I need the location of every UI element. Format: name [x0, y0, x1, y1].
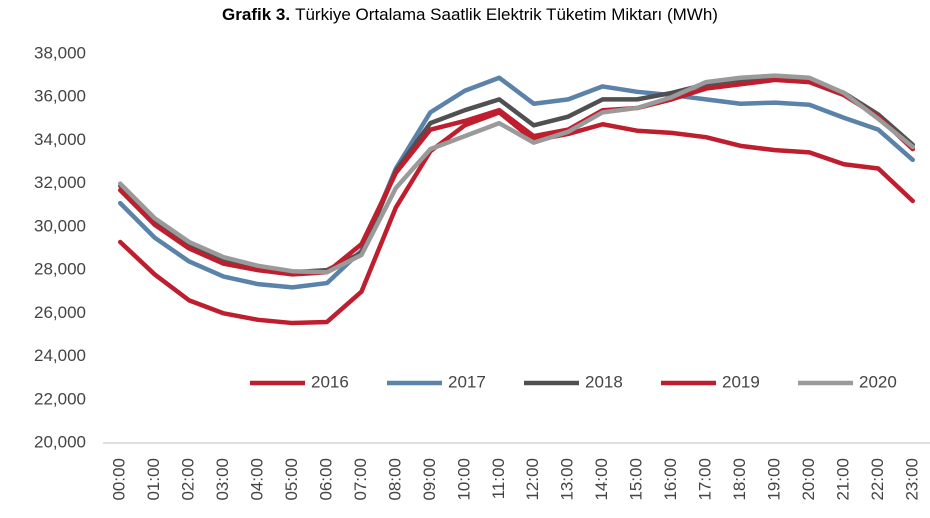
x-tick-label: 10:00	[454, 458, 473, 501]
x-tick-label: 12:00	[523, 458, 542, 501]
legend-label: 2020	[859, 372, 897, 391]
x-tick-label: 23:00	[902, 458, 921, 501]
x-tick-label: 14:00	[592, 458, 611, 501]
x-tick-label: 18:00	[730, 458, 749, 501]
y-tick-label: 36,000	[34, 87, 86, 106]
title-text: Türkiye Ortalama Saatlik Elektrik Tüketi…	[295, 5, 718, 24]
y-tick-label: 30,000	[34, 216, 86, 235]
x-tick-label: 19:00	[764, 458, 783, 501]
x-tick-label: 06:00	[316, 458, 335, 501]
series-line	[117, 110, 916, 326]
y-tick-label: 26,000	[34, 303, 86, 322]
series-line	[117, 77, 916, 277]
x-tick-label: 08:00	[385, 458, 404, 501]
x-tick-label: 03:00	[213, 458, 232, 501]
legend-label: 2019	[722, 372, 760, 391]
chart-title: Grafik 3. Türkiye Ortalama Saatlik Elektr…	[222, 5, 718, 24]
legend-label: 2018	[585, 372, 623, 391]
y-tick-label: 34,000	[34, 130, 86, 149]
x-tick-label: 20:00	[799, 458, 818, 501]
x-tick-label: 09:00	[420, 458, 439, 501]
x-tick-label: 07:00	[351, 458, 370, 501]
y-tick-label: 22,000	[34, 389, 86, 408]
x-tick-label: 17:00	[696, 458, 715, 501]
title-bold: Grafik 3.	[222, 5, 290, 24]
x-tick-label: 00:00	[110, 458, 129, 501]
y-tick-label: 20,000	[34, 432, 86, 451]
x-tick-label: 13:00	[558, 458, 577, 501]
x-tick-label: 04:00	[248, 458, 267, 501]
x-tick-label: 22:00	[868, 458, 887, 501]
series-line	[117, 73, 916, 275]
y-tick-label: 38,000	[34, 43, 86, 62]
x-tick-label: 01:00	[144, 458, 163, 501]
x-tick-label: 02:00	[179, 458, 198, 501]
y-tick-label: 32,000	[34, 173, 86, 192]
series-line	[117, 75, 916, 275]
x-tick-label: 21:00	[833, 458, 852, 501]
x-tick-label: 15:00	[627, 458, 646, 501]
legend-label: 2017	[448, 372, 486, 391]
x-tick-label: 11:00	[489, 458, 508, 499]
x-tick-label: 16:00	[661, 458, 680, 501]
x-tick-label: 05:00	[282, 458, 301, 501]
y-tick-label: 28,000	[34, 260, 86, 279]
series-line	[117, 75, 916, 290]
legend-label: 2016	[311, 372, 349, 391]
y-tick-label: 24,000	[34, 346, 86, 365]
